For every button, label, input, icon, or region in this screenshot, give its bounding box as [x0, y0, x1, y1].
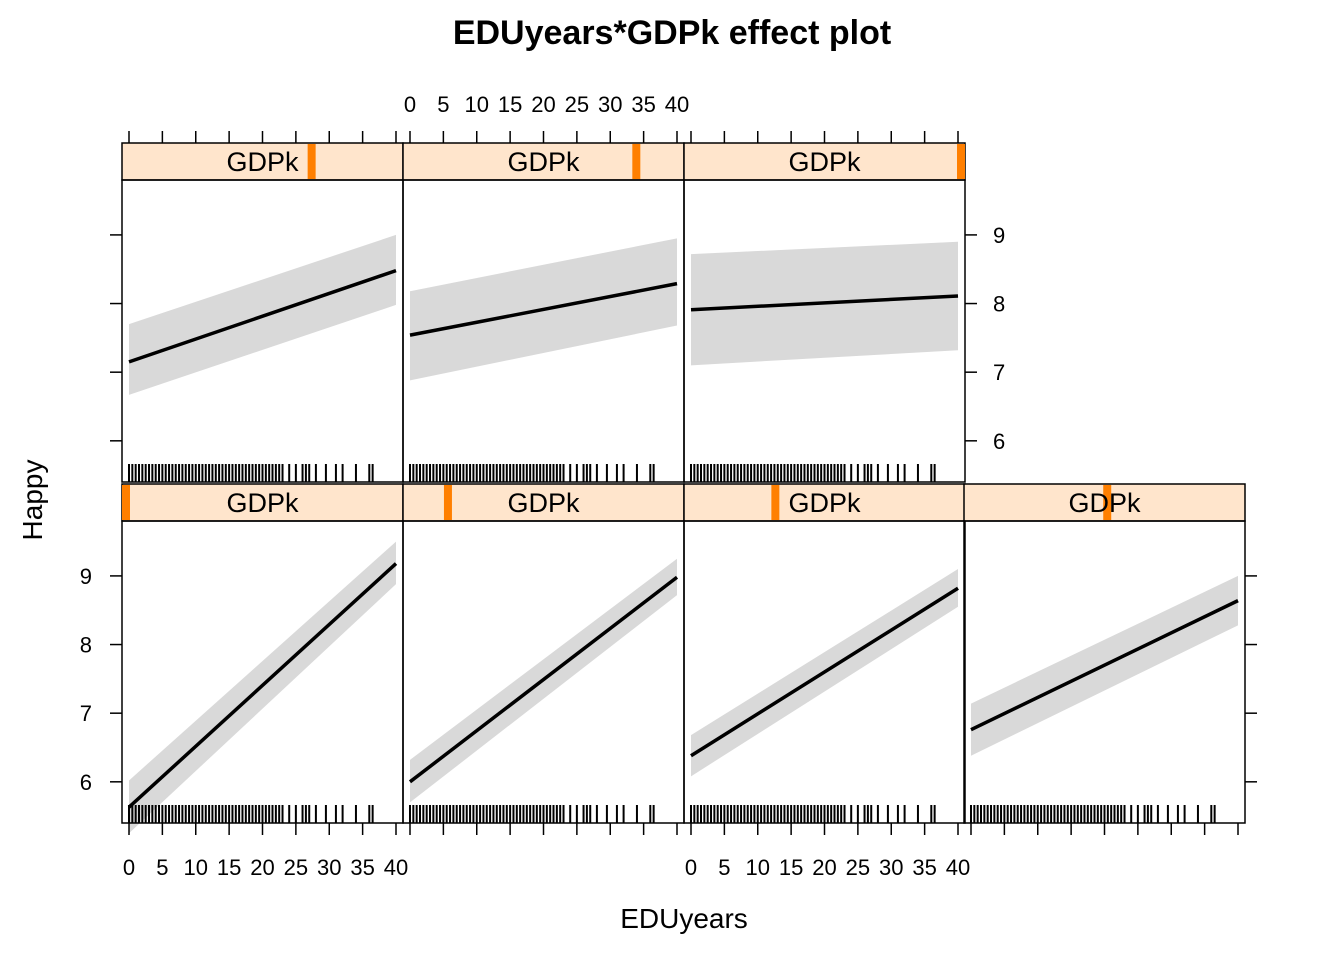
strip-level-indicator [307, 144, 316, 179]
fit-line [970, 599, 1239, 732]
strip-label: GDPk [1068, 488, 1141, 518]
y-tick-label: 9 [993, 223, 1005, 248]
rug-ticks [970, 805, 1216, 823]
x-tick-label: 40 [665, 92, 689, 117]
x-tick-label: 20 [812, 855, 836, 880]
strip-level-indicator [632, 144, 641, 179]
x-axis-ticks-top [409, 131, 678, 143]
panel-frame [683, 179, 966, 483]
rug-ticks [690, 464, 936, 482]
fit-line [690, 586, 959, 758]
x-tick-label: 35 [631, 92, 655, 117]
x-tick-label: 10 [184, 855, 208, 880]
x-axis-ticks [970, 823, 1239, 835]
x-tick-label: 30 [598, 92, 622, 117]
fit-line [409, 281, 678, 337]
x-axis-ticks-top [128, 131, 397, 143]
y-axis-title: Happy [17, 460, 48, 541]
strip-label: GDPk [507, 147, 580, 177]
strip-label: GDPk [226, 488, 299, 518]
x-tick-label: 10 [746, 855, 770, 880]
x-tick-label: 25 [846, 855, 870, 880]
strip-level-indicator [957, 144, 965, 179]
strip-label: GDPk [226, 147, 299, 177]
strip-label: GDPk [788, 488, 861, 518]
x-tick-label: 5 [718, 855, 730, 880]
chart-title: EDUyears*GDPk effect plot [453, 14, 891, 52]
rug-ticks [128, 805, 374, 823]
y-axis-ticks-left [110, 575, 122, 783]
y-tick-label: 8 [80, 633, 92, 658]
x-tick-label: 0 [685, 855, 697, 880]
x-axis-ticks [128, 823, 397, 835]
x-tick-label: 20 [531, 92, 555, 117]
rug-ticks [409, 464, 655, 482]
y-tick-label: 7 [993, 360, 1005, 385]
panel-7: GDPk 6 7 8 9 [683, 131, 1005, 483]
strip-level-indicator [1103, 485, 1112, 520]
panel-5: GDPk [110, 131, 404, 483]
x-tick-label: 5 [437, 92, 449, 117]
y-axis-ticks-right [965, 234, 977, 442]
x-tick-label: 10 [465, 92, 489, 117]
rug-ticks [690, 805, 936, 823]
x-axis-ticks-top [690, 131, 959, 143]
y-axis-ticks-right [1245, 575, 1257, 783]
x-axis-title: EDUyears [620, 903, 748, 934]
strip-background [683, 483, 966, 522]
strip-label: GDPk [788, 147, 861, 177]
x-tick-label: 20 [250, 855, 274, 880]
x-tick-label: 15 [498, 92, 522, 117]
y-tick-label: 9 [80, 564, 92, 589]
panel-3: GDPk 0 5 10 15 20 25 30 35 40 [683, 483, 970, 880]
x-axis-ticks [690, 823, 959, 835]
x-tick-label: 40 [384, 855, 408, 880]
y-tick-label: 6 [80, 770, 92, 795]
x-tick-label: 25 [565, 92, 589, 117]
rug-ticks [128, 464, 374, 482]
x-tick-label: 30 [879, 855, 903, 880]
x-tick-label: 35 [912, 855, 936, 880]
x-tick-label: 35 [350, 855, 374, 880]
fit-line [408, 575, 679, 784]
strip-level-indicator [443, 485, 452, 520]
panel-1: GDPk 0 5 10 15 20 25 30 35 40 6 7 8 9 [80, 483, 408, 880]
x-tick-label: 0 [404, 92, 416, 117]
x-tick-label: 15 [217, 855, 241, 880]
panel-6: GDPk 0 5 10 15 20 25 30 35 40 [402, 92, 689, 483]
y-tick-label: 6 [993, 429, 1005, 454]
strip-level-indicator [122, 485, 130, 520]
x-tick-label: 40 [946, 855, 970, 880]
fit-line [127, 562, 398, 809]
strip-label: GDPk [507, 488, 580, 518]
x-axis-ticks [409, 823, 678, 835]
panel-2: GDPk [402, 483, 685, 835]
rug-ticks [409, 805, 655, 823]
strip-background [683, 142, 966, 181]
x-tick-label: 15 [779, 855, 803, 880]
x-tick-label: 0 [123, 855, 135, 880]
x-tick-label: 5 [156, 855, 168, 880]
panel-4: GDPk [963, 483, 1257, 835]
x-tick-label: 30 [317, 855, 341, 880]
x-tick-label: 25 [284, 855, 308, 880]
y-axis-ticks-left [110, 234, 122, 442]
strip-background [121, 483, 404, 522]
y-tick-label: 8 [993, 292, 1005, 317]
y-tick-label: 7 [80, 701, 92, 726]
fit-line [128, 268, 397, 364]
fit-line [690, 294, 959, 312]
strip-level-indicator [771, 485, 780, 520]
